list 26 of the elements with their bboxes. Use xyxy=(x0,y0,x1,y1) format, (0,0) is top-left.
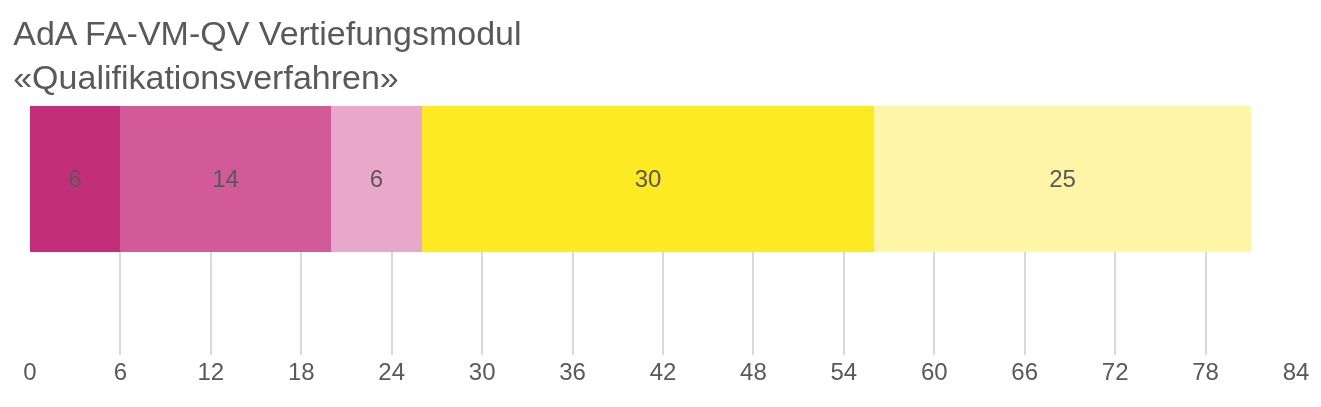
data-label: 25 xyxy=(1049,165,1076,192)
x-tick-label: 0 xyxy=(23,358,37,385)
x-tick-label: 84 xyxy=(1282,358,1310,385)
x-tick-label: 60 xyxy=(920,358,948,385)
x-tick-label: 30 xyxy=(468,358,496,385)
x-tick-label: 18 xyxy=(287,358,315,385)
bar xyxy=(874,106,1251,252)
chart-title: AdA FA-VM-QV Vertiefungsmodul «Qualifikationsverfahren» xyxy=(13,13,522,96)
x-tick-label: 72 xyxy=(1101,358,1129,385)
x-tick-label: 12 xyxy=(197,358,225,385)
x-tick-label: 48 xyxy=(740,358,767,385)
bar xyxy=(331,106,422,252)
x-tick-label: 24 xyxy=(378,358,406,385)
x-tick-label: 78 xyxy=(1192,358,1219,385)
bar xyxy=(422,106,874,252)
bar xyxy=(120,106,331,252)
data-label: 6 xyxy=(369,165,384,192)
data-label: 14 xyxy=(212,165,239,192)
data-label: 6 xyxy=(68,165,82,192)
bar xyxy=(30,106,120,252)
x-tick-label: 36 xyxy=(559,358,586,385)
data-label: 30 xyxy=(634,165,662,192)
x-tick-label: 54 xyxy=(830,358,858,385)
x-tick-label: 6 xyxy=(113,358,128,385)
x-tick-label: 42 xyxy=(649,358,677,385)
x-tick-label: 66 xyxy=(1011,358,1039,385)
